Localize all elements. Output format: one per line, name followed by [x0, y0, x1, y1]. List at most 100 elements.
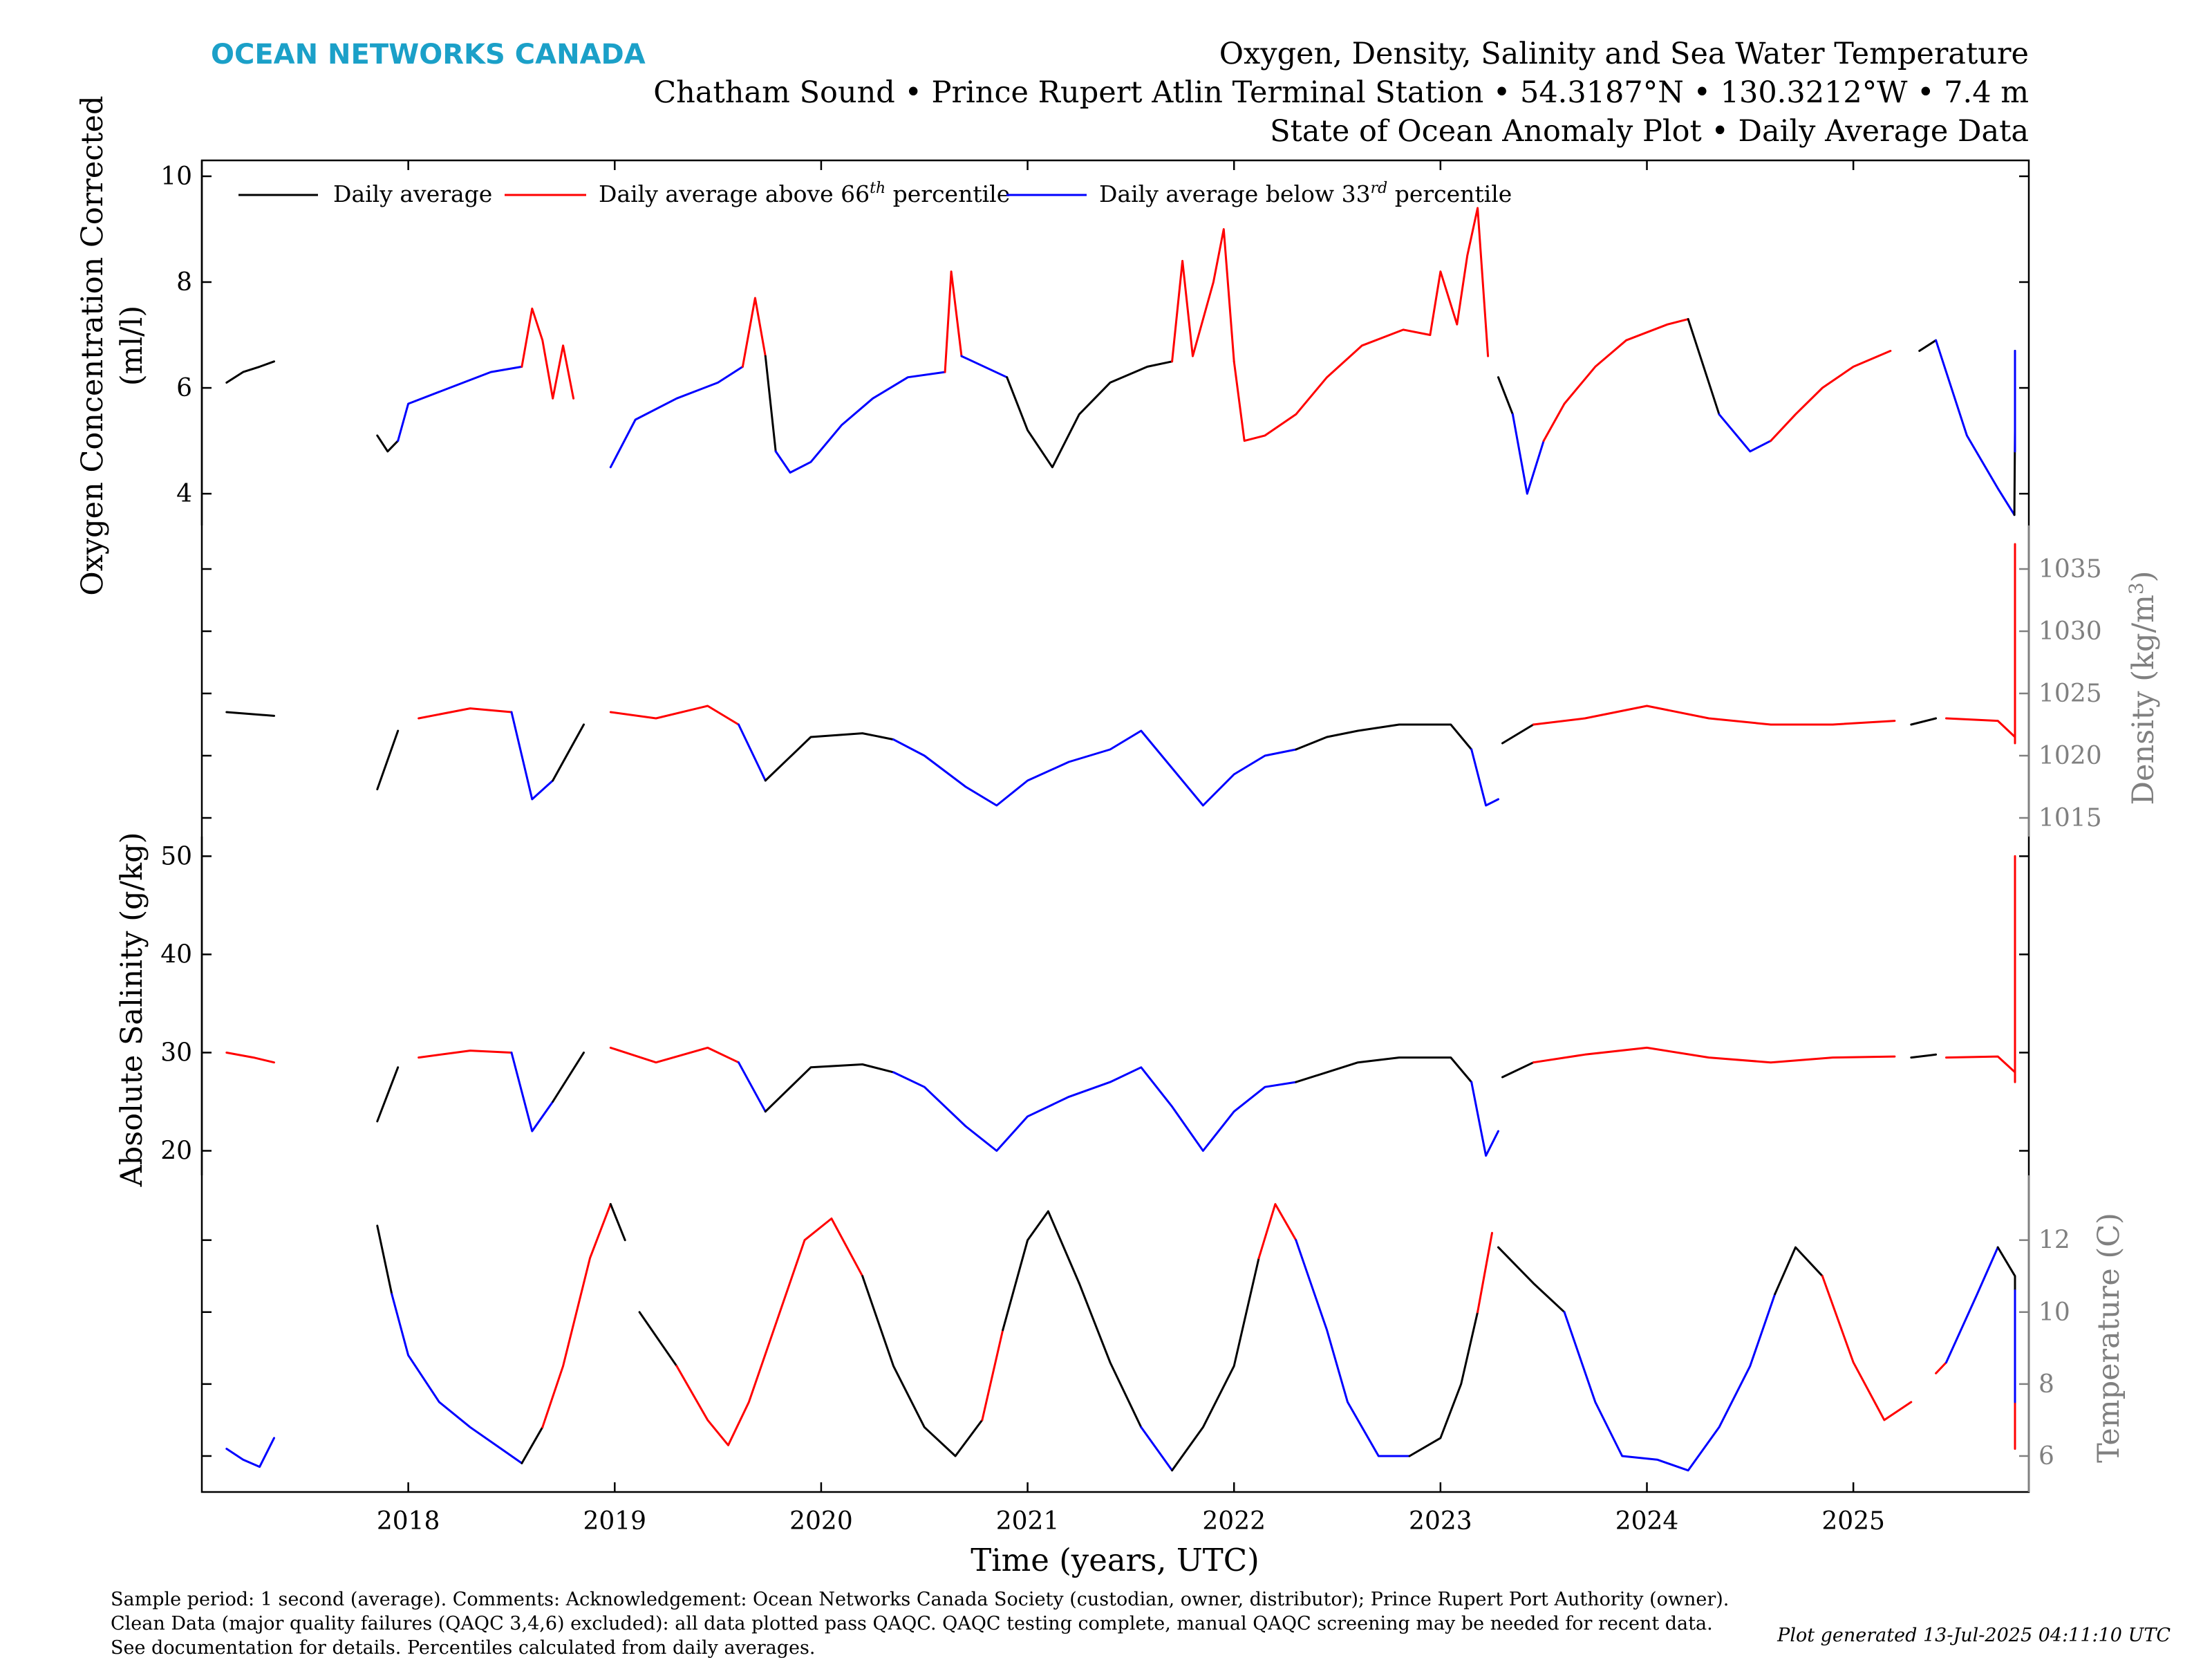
- salinity-series-segment-1: [376, 1066, 400, 1123]
- oxygen-series-segment-2: [397, 365, 523, 442]
- salinity-series-segment-13: [1910, 1053, 1938, 1059]
- salinity-series-segment-4: [552, 1052, 585, 1103]
- oxygen-series-segment-10: [1006, 360, 1174, 469]
- oxygen-series-segment-14: [1497, 376, 1514, 416]
- density-tick-label-1015: 1015: [2038, 804, 2102, 832]
- density-axis-label: Density (kg/m3): [2125, 571, 2161, 805]
- density-tick-label-1020: 1020: [2038, 742, 2102, 770]
- temperature-series-segment-17: [1477, 1231, 1493, 1314]
- temperature-series-segment-3: [521, 1426, 544, 1464]
- density-series-segment-13: [1910, 717, 1938, 726]
- temperature-series-segment-2: [391, 1293, 523, 1464]
- oxygen-series-segment-20: [1918, 339, 1938, 352]
- x-tick-label-2020: 2020: [789, 1507, 853, 1536]
- chart-title-line2: Chatham Sound • Prince Rupert Atlin Term…: [653, 75, 2029, 110]
- oxygen-series-segment-0: [225, 360, 275, 384]
- legend: Daily average Daily average above 66th p…: [238, 180, 1512, 207]
- x-tick-label-2021: 2021: [996, 1507, 1060, 1536]
- oxygen-series-segment-4: [609, 365, 744, 469]
- temperature-series-segment-22: [1935, 1361, 1947, 1374]
- oxygen-tick-label-8: 8: [176, 268, 192, 297]
- salinity-series-segment-12: [1532, 1046, 1896, 1064]
- oxygen-series-segment-18: [1718, 413, 1772, 453]
- temperature-series-segment-18: [1497, 1246, 1566, 1314]
- temperature-tick-label-8: 8: [2038, 1370, 2054, 1399]
- salinity-series-segment-7: [764, 1063, 894, 1113]
- temperature-series-segment-12: [1140, 1426, 1174, 1472]
- salinity-series-segment-8: [892, 1066, 1297, 1152]
- temperature-series-segment-15: [1295, 1239, 1411, 1457]
- series-layer: [225, 207, 2016, 1472]
- oxygen-series-segment-16: [1542, 318, 1689, 442]
- oxygen-series-segment-19: [1770, 350, 1892, 442]
- temperature-series-segment-9: [981, 1329, 1004, 1421]
- temperature-series-segment-14: [1257, 1203, 1297, 1260]
- temperature-tick-label-12: 12: [2038, 1227, 2070, 1255]
- temperature-series-segment-13: [1171, 1257, 1260, 1472]
- plot-generated-timestamp: Plot generated 13-Jul-2025 04:11:10 UTC: [1777, 1625, 2171, 1646]
- temperature-series-segment-8: [861, 1275, 984, 1457]
- salinity-series-segment-11: [1501, 1061, 1535, 1079]
- salinity-series-segment-2: [418, 1050, 513, 1059]
- temperature-series-segment-24: [1996, 1246, 2016, 1378]
- density-series-segment-0: [225, 711, 275, 717]
- temperature-series-segment-4: [541, 1203, 612, 1428]
- density-series-segment-9: [1295, 723, 1473, 751]
- salinity-series-segment-9: [1295, 1056, 1473, 1083]
- salinity-series-segment-3: [510, 1052, 554, 1132]
- oxygen-series-segment-3: [521, 307, 575, 400]
- oxygen-series-segment-5: [741, 297, 767, 368]
- oxygen-series-segment-1: [376, 434, 400, 453]
- density-series-segment-6: [738, 723, 767, 782]
- temperature-series-segment-19: [1563, 1293, 1777, 1472]
- legend-label-below-text: Daily average below 33: [1099, 180, 1371, 207]
- density-series-segment-10: [1470, 748, 1499, 807]
- density-series-segment-11: [1501, 723, 1535, 745]
- temperature-series-segment-6: [638, 1311, 678, 1368]
- salinity-series-segment-0: [225, 1052, 275, 1064]
- plot-frame: [200, 159, 2030, 1493]
- density-series-segment-2: [418, 707, 513, 720]
- salinity-series-segment-10: [1470, 1081, 1499, 1157]
- footer-line-2: Clean Data (major quality failures (QAQC…: [111, 1613, 1713, 1634]
- x-tick-label-2018: 2018: [377, 1507, 440, 1536]
- oxygen-series-segment-12: [1232, 328, 1432, 442]
- temperature-series-segment-5: [609, 1203, 626, 1242]
- temperature-series-segment-7: [675, 1218, 864, 1446]
- density-series-segment-12: [1532, 705, 1896, 726]
- oxygen-series-segment-8: [944, 270, 963, 373]
- temperature-tick-label-6: 6: [2038, 1442, 2054, 1471]
- ticks-layer: 2018 2019 2020 2021 2022 2023 2024 202546810101…: [160, 160, 2102, 1536]
- oxygen-series-segment-6: [764, 355, 777, 453]
- x-axis-label: Time (years, UTC): [971, 1542, 1259, 1578]
- density-series-segment-4: [552, 723, 585, 782]
- density-series-segment-8: [892, 729, 1297, 807]
- footer-line-1: Sample period: 1 second (average). Comme…: [111, 1589, 1730, 1610]
- density-series-segment-14: [1945, 717, 2016, 738]
- x-tick-label-2025: 2025: [1821, 1507, 1885, 1536]
- legend-label-normal: Daily average: [333, 180, 492, 207]
- temperature-series-segment-20: [1774, 1246, 1824, 1296]
- x-tick-label-2019: 2019: [583, 1507, 646, 1536]
- density-axis-label-text: Density (kg/m: [2126, 595, 2161, 805]
- legend-label-above-sup: th: [870, 180, 885, 197]
- footer-notes: Sample period: 1 second (average). Comme…: [111, 1587, 1811, 1660]
- temperature-series-segment-0: [225, 1437, 275, 1468]
- temperature-series-segment-10: [1002, 1210, 1080, 1332]
- density-axis-label-end: ): [2126, 571, 2161, 583]
- legend-label-above: Daily average above 66th percentile: [599, 180, 1010, 207]
- legend-label-below: Daily average below 33rd percentile: [1099, 180, 1512, 207]
- chart-title-line3: State of Ocean Anomaly Plot • Daily Aver…: [1270, 114, 2029, 149]
- oxygen-axis-unit: (ml/l): [115, 306, 149, 386]
- density-tick-label-1035: 1035: [2038, 555, 2102, 584]
- oxygen-series-segment-21: [1935, 339, 2016, 516]
- density-series-segment-3: [510, 711, 554, 801]
- chart-title-line1: Oxygen, Density, Salinity and Sea Water …: [1219, 37, 2029, 71]
- legend-label-above-text: Daily average above 66: [599, 180, 870, 207]
- brand-logo-text: OCEAN NETWORKS CANADA: [211, 39, 646, 71]
- temperature-series-segment-21: [1821, 1275, 1913, 1421]
- density-tick-label-1030: 1030: [2038, 617, 2102, 646]
- density-series-segment-5: [609, 705, 740, 726]
- x-tick-label-2022: 2022: [1202, 1507, 1266, 1536]
